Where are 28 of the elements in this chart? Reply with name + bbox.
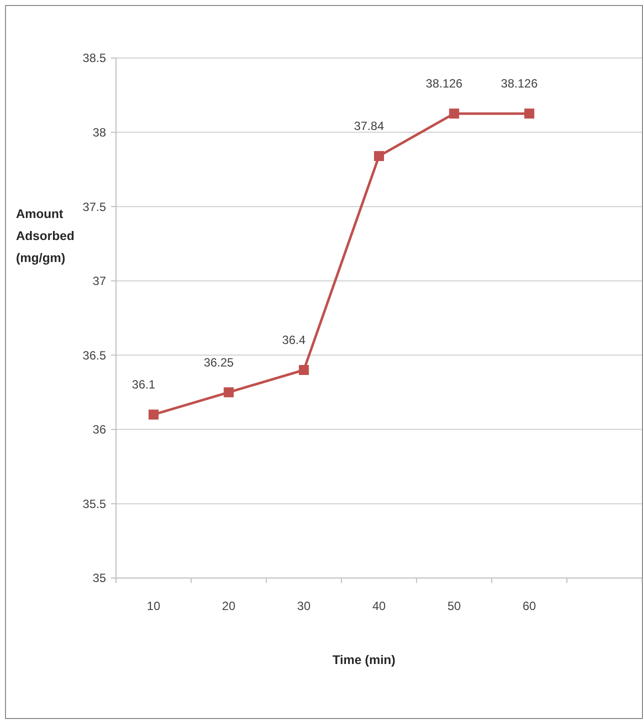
point bbox=[224, 387, 234, 398]
data-label: 36.1 bbox=[132, 378, 156, 392]
y-axis-title: Amount Adsorbed (mg/gm) bbox=[16, 207, 74, 265]
data-label: 36.4 bbox=[282, 333, 306, 347]
point bbox=[449, 108, 460, 119]
point bbox=[524, 108, 534, 119]
point bbox=[148, 410, 159, 420]
data-label: 36.25 bbox=[204, 355, 234, 370]
x-tick-label: 50 bbox=[447, 599, 462, 613]
y-tick-label: 37.5 bbox=[82, 200, 106, 214]
x-tick-label: 40 bbox=[372, 599, 386, 613]
y-tick-label: 36.5 bbox=[82, 348, 106, 362]
data-label: 38.126 bbox=[500, 76, 538, 91]
y-tick-label: 35.5 bbox=[82, 496, 106, 511]
y-tick-label: 38 bbox=[92, 125, 106, 140]
data-label: 38.126 bbox=[426, 76, 463, 91]
x-tick-label: 60 bbox=[522, 599, 536, 613]
x-tick-label: 30 bbox=[297, 599, 311, 613]
x-tick-label: 20 bbox=[222, 599, 236, 613]
y-tick-label: 35 bbox=[92, 571, 106, 586]
x-axis-title: Time (min) bbox=[332, 653, 396, 667]
y-tick-label: 38.5 bbox=[82, 51, 106, 66]
point bbox=[298, 365, 309, 375]
y-tick-label: 36 bbox=[92, 422, 106, 437]
x-tick-label: 10 bbox=[146, 599, 161, 613]
point bbox=[374, 151, 384, 162]
y-tick-label: 37 bbox=[92, 274, 106, 288]
data-label: 37.84 bbox=[354, 119, 384, 134]
